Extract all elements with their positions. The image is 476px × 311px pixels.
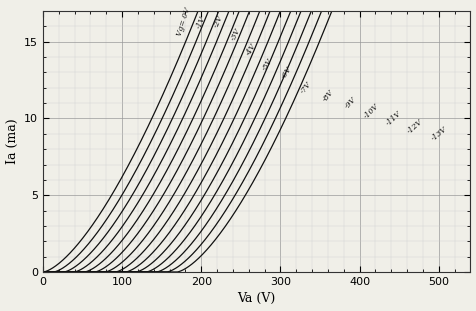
Text: -7V: -7V: [298, 80, 313, 95]
Text: -6V: -6V: [280, 65, 294, 80]
Text: -12V: -12V: [406, 117, 424, 135]
Y-axis label: Ia (ma): Ia (ma): [6, 119, 19, 164]
Text: -5V: -5V: [261, 57, 275, 72]
Text: -9V: -9V: [343, 95, 357, 111]
Text: -2V: -2V: [212, 14, 225, 29]
Text: -4V: -4V: [245, 42, 258, 57]
Text: -10V: -10V: [362, 102, 381, 120]
Text: -11V: -11V: [385, 109, 403, 128]
Text: -13V: -13V: [429, 125, 448, 143]
Text: -1V: -1V: [195, 14, 207, 29]
Text: -8V: -8V: [321, 88, 335, 103]
Text: Vg= 0V: Vg= 0V: [176, 7, 192, 37]
Text: -3V: -3V: [229, 26, 242, 42]
X-axis label: Va (V): Va (V): [238, 292, 276, 305]
